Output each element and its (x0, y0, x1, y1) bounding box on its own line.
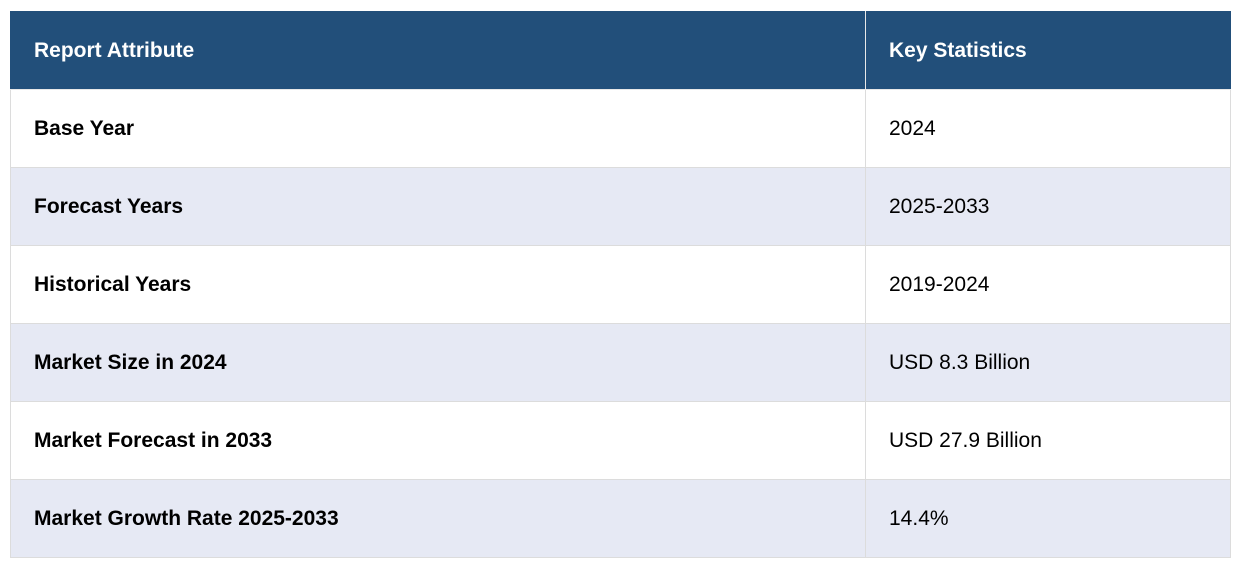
row-value: 2025-2033 (865, 167, 1231, 246)
header-row: Report Attribute Key Statistics (10, 11, 1231, 90)
header-key-statistics: Key Statistics (865, 11, 1231, 90)
row-value: USD 8.3 Billion (865, 323, 1231, 402)
row-attribute: Forecast Years (10, 167, 866, 246)
report-attributes-table-container: Report Attribute Key Statistics Base Yea… (10, 11, 1231, 558)
table-body: Base Year 2024 Forecast Years 2025-2033 … (10, 89, 1231, 558)
header-report-attribute: Report Attribute (10, 11, 866, 90)
row-attribute: Market Size in 2024 (10, 323, 866, 402)
row-value: 14.4% (865, 479, 1231, 558)
table-row: Base Year 2024 (10, 89, 1231, 168)
row-attribute: Base Year (10, 89, 866, 168)
table-row: Market Size in 2024 USD 8.3 Billion (10, 323, 1231, 402)
table-row: Market Forecast in 2033 USD 27.9 Billion (10, 401, 1231, 480)
table-header: Report Attribute Key Statistics (10, 11, 1231, 90)
row-attribute: Market Forecast in 2033 (10, 401, 866, 480)
row-value: USD 27.9 Billion (865, 401, 1231, 480)
table-row: Market Growth Rate 2025-2033 14.4% (10, 479, 1231, 558)
row-value: 2019-2024 (865, 245, 1231, 324)
table-row: Forecast Years 2025-2033 (10, 167, 1231, 246)
table-row: Historical Years 2019-2024 (10, 245, 1231, 324)
row-value: 2024 (865, 89, 1231, 168)
report-attributes-table: Report Attribute Key Statistics Base Yea… (10, 11, 1231, 558)
row-attribute: Historical Years (10, 245, 866, 324)
row-attribute: Market Growth Rate 2025-2033 (10, 479, 866, 558)
